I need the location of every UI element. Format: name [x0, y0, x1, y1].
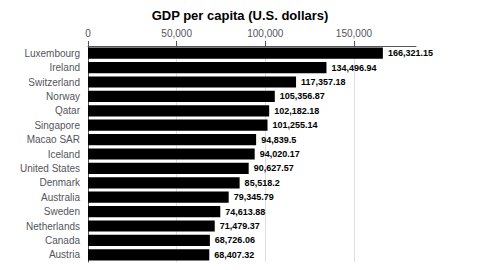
svg-text:Ireland: Ireland: [49, 62, 80, 73]
svg-text:GDP per capita (U.S. dollars): GDP per capita (U.S. dollars): [152, 8, 329, 23]
svg-text:Norway: Norway: [46, 91, 80, 102]
svg-text:134,496.94: 134,496.94: [331, 63, 376, 73]
svg-text:94,020.17: 94,020.17: [260, 149, 300, 159]
svg-text:74,613.88: 74,613.88: [225, 207, 265, 217]
svg-text:Netherlands: Netherlands: [26, 221, 80, 232]
svg-text:United States: United States: [20, 163, 80, 174]
svg-text:101,255.14: 101,255.14: [273, 120, 318, 130]
svg-text:Australia: Australia: [41, 192, 80, 203]
svg-text:Iceland: Iceland: [48, 149, 80, 160]
svg-text:166,321.15: 166,321.15: [388, 48, 433, 58]
svg-text:150,000: 150,000: [336, 28, 373, 39]
svg-text:Sweden: Sweden: [44, 206, 80, 217]
svg-text:68,726.06: 68,726.06: [215, 235, 255, 245]
svg-text:85,518.2: 85,518.2: [245, 178, 280, 188]
svg-text:102,182.18: 102,182.18: [274, 106, 319, 116]
svg-text:100,000: 100,000: [247, 28, 284, 39]
svg-text:Denmark: Denmark: [39, 177, 81, 188]
svg-text:50,000: 50,000: [161, 28, 192, 39]
svg-text:105,356.87: 105,356.87: [280, 91, 325, 101]
svg-text:Canada: Canada: [45, 235, 80, 246]
svg-text:68,407.32: 68,407.32: [214, 250, 254, 260]
svg-text:Luxembourg: Luxembourg: [24, 48, 80, 59]
svg-text:79,345.79: 79,345.79: [234, 192, 274, 202]
svg-text:Austria: Austria: [49, 249, 81, 260]
svg-text:0: 0: [85, 28, 91, 39]
svg-text:90,627.57: 90,627.57: [254, 163, 294, 173]
svg-text:Switzerland: Switzerland: [28, 77, 80, 88]
svg-text:94,839.5: 94,839.5: [261, 135, 296, 145]
svg-text:Singapore: Singapore: [34, 120, 80, 131]
svg-text:Qatar: Qatar: [55, 105, 81, 116]
svg-text:Macao SAR: Macao SAR: [27, 134, 80, 145]
svg-text:71,479.37: 71,479.37: [220, 221, 260, 231]
svg-text:117,357.18: 117,357.18: [301, 77, 346, 87]
